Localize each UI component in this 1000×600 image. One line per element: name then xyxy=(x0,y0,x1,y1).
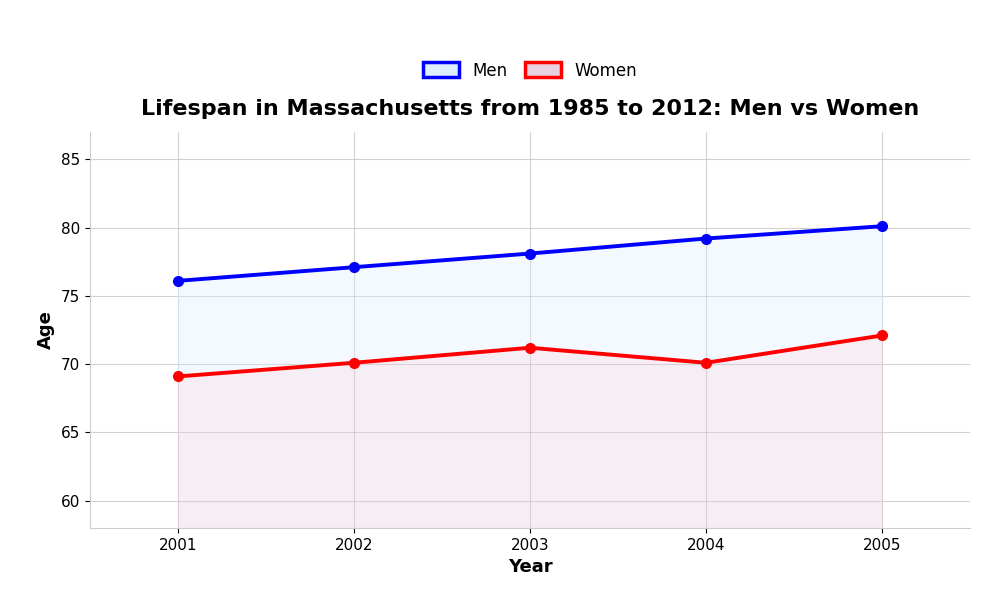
Legend: Men, Women: Men, Women xyxy=(414,53,646,88)
X-axis label: Year: Year xyxy=(508,558,552,576)
Title: Lifespan in Massachusetts from 1985 to 2012: Men vs Women: Lifespan in Massachusetts from 1985 to 2… xyxy=(141,100,919,119)
Y-axis label: Age: Age xyxy=(37,311,55,349)
